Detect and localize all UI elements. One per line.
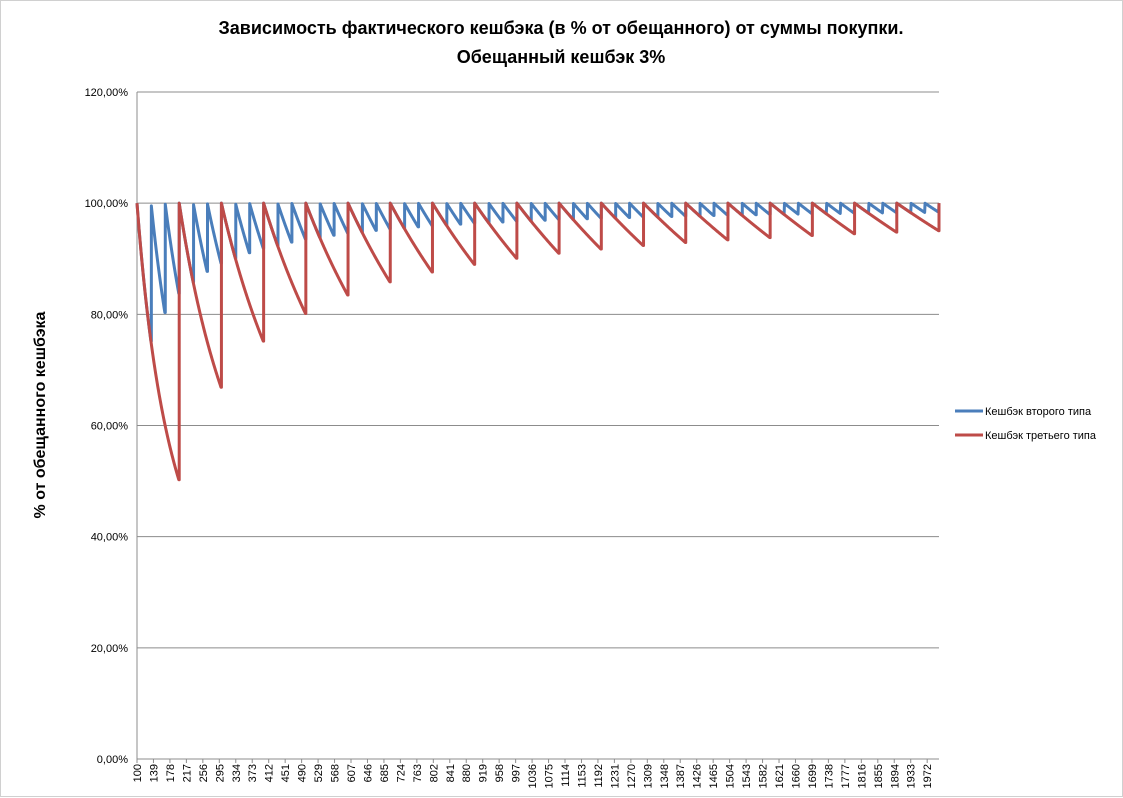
x-tick-label: 1621 — [774, 764, 786, 788]
x-tick-label: 178 — [165, 764, 177, 782]
series-line-2 — [135, 201, 941, 482]
x-tick-label: 1816 — [856, 764, 868, 788]
x-tick-label: 841 — [445, 764, 457, 782]
x-tick-label: 412 — [264, 764, 276, 782]
x-tick-label: 646 — [362, 764, 374, 782]
x-tick-label: 724 — [395, 764, 407, 782]
x-tick-label: 334 — [231, 764, 243, 782]
x-tick-label: 607 — [346, 764, 358, 782]
legend-entry-label: Кешбэк второго типа — [985, 406, 1092, 418]
series-line-1 — [135, 201, 941, 343]
x-tick-label: 1582 — [758, 764, 770, 788]
x-tick-label: 1036 — [527, 764, 539, 788]
x-tick-label: 1465 — [708, 764, 720, 788]
x-tick-label: 490 — [297, 764, 309, 782]
x-tick-label: 802 — [428, 764, 440, 782]
x-tick-label: 1231 — [609, 764, 621, 788]
x-tick-label: 139 — [148, 764, 160, 782]
x-tick-label: 1894 — [889, 764, 901, 788]
x-tick-label: 568 — [330, 764, 342, 782]
x-tick-label: 1504 — [725, 764, 737, 788]
x-tick-label: 1348 — [659, 764, 671, 788]
x-tick-label: 1153 — [576, 764, 588, 788]
x-tick-label: 919 — [478, 764, 490, 782]
x-tick-label: 763 — [412, 764, 424, 782]
y-tick-label: 60,00% — [91, 421, 129, 433]
y-tick-label: 80,00% — [91, 309, 129, 321]
x-tick-label: 295 — [214, 764, 226, 782]
x-tick-label: 256 — [198, 764, 210, 782]
x-tick-label: 1972 — [922, 764, 934, 788]
x-tick-label: 1699 — [807, 764, 819, 788]
y-tick-label: 40,00% — [91, 532, 129, 544]
x-tick-label: 1933 — [906, 764, 918, 788]
x-tick-label: 1426 — [692, 764, 704, 788]
x-tick-label: 997 — [511, 764, 523, 782]
x-tick-label: 685 — [379, 764, 391, 782]
x-tick-label: 451 — [280, 764, 292, 782]
x-tick-label: 1192 — [593, 764, 605, 788]
chart-title-line1: Зависимость фактического кешбэка (в % от… — [219, 18, 904, 38]
x-tick-label: 1270 — [626, 764, 638, 788]
chart-title-line2: Обещанный кешбэк 3% — [457, 47, 666, 67]
x-tick-label: 1738 — [823, 764, 835, 788]
y-tick-label: 20,00% — [91, 643, 129, 655]
x-tick-label: 217 — [181, 764, 193, 782]
x-tick-label: 1114 — [560, 764, 572, 787]
x-tick-label: 880 — [461, 764, 473, 782]
x-tick-label: 1855 — [873, 764, 885, 788]
x-tick-label: 1660 — [790, 764, 802, 788]
x-tick-label: 1777 — [840, 764, 852, 788]
y-tick-label: 0,00% — [97, 754, 128, 766]
y-tick-label: 100,00% — [85, 198, 129, 210]
x-tick-label: 1309 — [642, 764, 654, 788]
x-tick-label: 100 — [132, 764, 144, 782]
legend-entry-label: Кешбэк третьего типа — [985, 430, 1097, 442]
x-tick-label: 1543 — [741, 764, 753, 788]
y-tick-label: 120,00% — [85, 87, 129, 99]
x-tick-label: 1075 — [544, 764, 556, 788]
y-axis-label: % от обещанного кешбэка — [32, 311, 49, 518]
x-tick-label: 958 — [494, 764, 506, 782]
x-tick-label: 373 — [247, 764, 259, 782]
x-tick-label: 1387 — [675, 764, 687, 788]
x-tick-label: 529 — [313, 764, 325, 782]
